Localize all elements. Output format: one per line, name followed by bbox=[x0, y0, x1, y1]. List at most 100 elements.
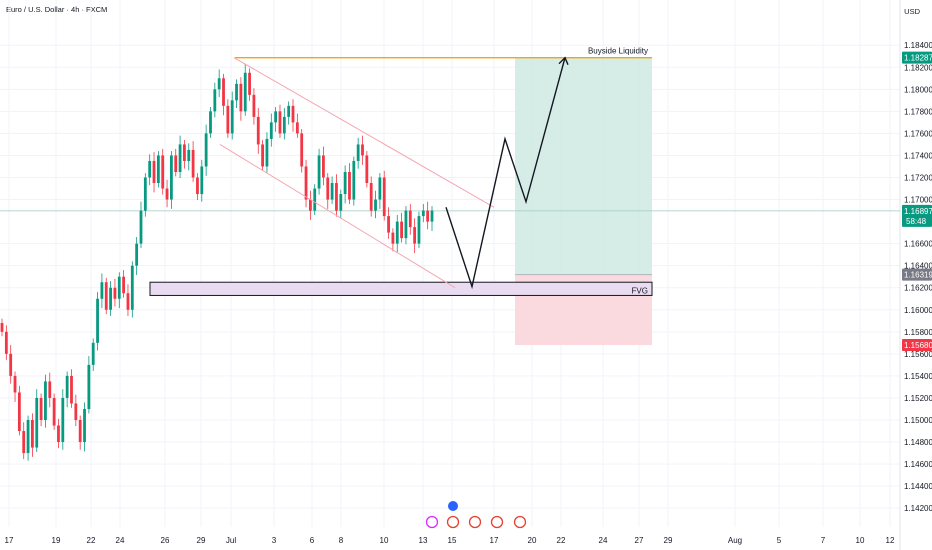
candle-body bbox=[204, 133, 208, 167]
price-tick-label: 1.15600 bbox=[904, 350, 932, 359]
candle-body bbox=[339, 194, 343, 211]
candle-body bbox=[9, 353, 13, 376]
candle-body bbox=[365, 155, 369, 184]
candle-body bbox=[291, 105, 295, 123]
candles bbox=[0, 63, 434, 461]
event-icons[interactable] bbox=[425, 501, 527, 529]
price-tag-label: 1.15680 bbox=[904, 341, 932, 350]
candle-body bbox=[395, 221, 399, 244]
candle-body bbox=[139, 210, 143, 244]
price-tick-label: 1.14400 bbox=[904, 482, 932, 491]
candle-body bbox=[352, 160, 356, 200]
target-zone bbox=[515, 57, 652, 275]
candle-body bbox=[261, 144, 265, 167]
candle-body bbox=[200, 166, 204, 195]
candle-body bbox=[83, 408, 86, 443]
time-tick-label: 8 bbox=[339, 536, 344, 545]
candle-body bbox=[282, 116, 286, 134]
time-tick-label: 13 bbox=[419, 536, 428, 545]
price-tag-label: 1.16319 bbox=[904, 271, 932, 280]
channel-lower bbox=[219, 144, 456, 289]
candle-body bbox=[196, 177, 199, 195]
candle-body bbox=[426, 210, 430, 222]
candle-body bbox=[274, 111, 278, 123]
candle-body bbox=[382, 177, 386, 217]
price-tick-label: 1.14800 bbox=[904, 438, 932, 447]
event-usd-flag-icon bbox=[513, 515, 527, 529]
time-tick-label: 20 bbox=[528, 536, 537, 545]
price-tick-label: 1.17200 bbox=[904, 174, 932, 183]
time-tick-label: 3 bbox=[272, 536, 277, 545]
price-tick-label: 1.17400 bbox=[904, 151, 932, 160]
candle-body bbox=[70, 375, 73, 404]
candle-body bbox=[143, 177, 147, 211]
price-tag-stop bbox=[902, 339, 932, 352]
price-tick-label: 1.16400 bbox=[904, 262, 932, 271]
candle-body bbox=[322, 155, 325, 178]
candle-body bbox=[165, 188, 169, 200]
candle-body bbox=[387, 216, 390, 233]
price-tick-label: 1.17800 bbox=[904, 107, 932, 116]
candle-body bbox=[248, 72, 251, 95]
candle-body bbox=[156, 155, 160, 184]
currency-label: USD bbox=[904, 7, 920, 16]
candle-body bbox=[413, 227, 417, 244]
time-tick-label: 17 bbox=[490, 536, 499, 545]
time-tick-label: 10 bbox=[856, 536, 865, 545]
candle-body bbox=[269, 122, 273, 139]
candle-body bbox=[22, 431, 26, 454]
candle-body bbox=[295, 122, 299, 134]
candle-body bbox=[404, 210, 408, 239]
candle-body bbox=[17, 392, 21, 432]
event-usd-flag-icon bbox=[446, 515, 460, 529]
candle-body bbox=[226, 105, 230, 134]
candle-body bbox=[335, 183, 338, 211]
candle-body bbox=[374, 199, 377, 211]
time-tick-label: 24 bbox=[599, 536, 608, 545]
candle-body bbox=[104, 282, 108, 310]
candle-body bbox=[152, 160, 156, 184]
candle-body bbox=[400, 221, 403, 239]
price-tag-entry bbox=[902, 268, 932, 281]
event-usd-flag-icon bbox=[468, 515, 482, 529]
candle-body bbox=[126, 293, 130, 310]
candle-body bbox=[391, 232, 395, 244]
price-tick-label: 1.14200 bbox=[904, 504, 932, 513]
price-tick-label: 1.18400 bbox=[904, 41, 932, 50]
price-tag-target bbox=[902, 51, 932, 64]
candle-body bbox=[217, 78, 221, 90]
candle-body bbox=[57, 425, 60, 443]
candle-body bbox=[356, 144, 360, 161]
candle-body bbox=[0, 323, 4, 332]
candle-body bbox=[13, 375, 17, 393]
candle-body bbox=[252, 94, 256, 117]
time-tick-label: 22 bbox=[557, 536, 566, 545]
candle-body bbox=[52, 397, 56, 426]
time-tick-label: 22 bbox=[87, 536, 96, 545]
price-tick-label: 1.15200 bbox=[904, 394, 932, 403]
candle-body bbox=[304, 166, 308, 200]
candle-body bbox=[421, 210, 425, 217]
price-tick-label: 1.15000 bbox=[904, 416, 932, 425]
grid-lines bbox=[0, 0, 901, 550]
price-axis[interactable]: 1.18400 1.18200 1.18000 1.17800 1.17600 1.174… bbox=[902, 41, 932, 513]
candle-body bbox=[169, 155, 173, 200]
price-tag-label: 1.18287 bbox=[904, 54, 932, 63]
fvg-label: FVG bbox=[632, 286, 648, 295]
buyside-label: Buyside Liquidity bbox=[588, 47, 648, 56]
candle-body bbox=[174, 155, 178, 172]
candle-body bbox=[48, 381, 52, 398]
candle-body bbox=[265, 138, 269, 167]
time-tick-label: 19 bbox=[52, 536, 61, 545]
price-tick-label: 1.17600 bbox=[904, 129, 932, 138]
price-tag-current bbox=[902, 204, 932, 227]
candle-body bbox=[330, 183, 334, 200]
candle-body bbox=[78, 420, 82, 443]
candle-body bbox=[256, 116, 260, 145]
time-axis[interactable]: 17 19 22 24 26 29 Jul 3 6 8 10 13 15 17 20 22 24 27 29 Aug 5… bbox=[5, 536, 895, 545]
candle-body bbox=[243, 72, 247, 112]
candle-body bbox=[65, 375, 69, 398]
time-tick-label: 29 bbox=[197, 536, 206, 545]
candle-body bbox=[430, 210, 434, 222]
